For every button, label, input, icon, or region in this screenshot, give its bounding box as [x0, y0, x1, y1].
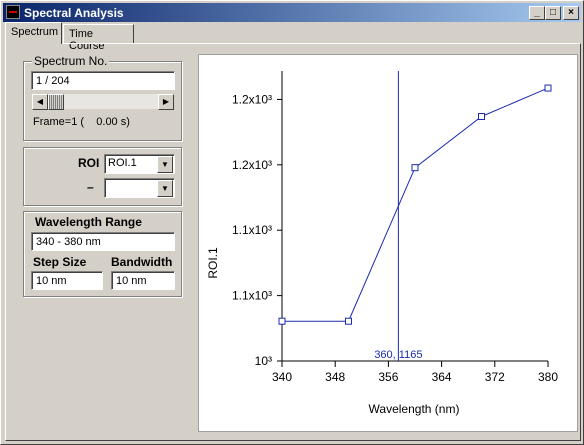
spectrum-series-line — [282, 87, 549, 322]
frame-label: Frame=1 ( 0.00 s) — [33, 116, 130, 128]
x-tick-label: 348 — [325, 370, 345, 384]
maximize-button[interactable]: □ — [545, 6, 561, 20]
minimize-button[interactable]: _ — [529, 6, 545, 20]
data-point-marker — [411, 164, 419, 172]
x-tick-label: 340 — [272, 370, 292, 384]
x-tick-label: 356 — [378, 370, 398, 384]
y-tick-label: 1.1x10³ — [232, 289, 272, 303]
roi-subtract-select[interactable]: ▼ — [104, 178, 175, 198]
spectrum-tab-panel — [5, 43, 581, 441]
spectrum-no-legend: Spectrum No. — [32, 54, 110, 68]
step-size-field[interactable]: 10 nm — [31, 271, 103, 290]
scroll-thumb[interactable] — [48, 94, 64, 110]
data-point-marker — [345, 317, 352, 325]
y-tick-label: 1.2x10³ — [232, 158, 272, 172]
data-point-marker — [478, 112, 485, 120]
spectrum-number-field[interactable]: 1 / 204 — [31, 71, 175, 90]
window-title: Spectral Analysis — [24, 6, 124, 20]
y-axis-label: ROI.1 — [206, 247, 220, 279]
spectrum-chart[interactable]: ROI.1 Wavelength (nm) 340 348 356 364 372 380… — [199, 55, 577, 431]
x-tick-label: 364 — [432, 370, 452, 384]
tab-time-course[interactable]: Time Course — [63, 24, 134, 52]
tab-spectrum[interactable]: Spectrum — [5, 22, 62, 44]
x-tick-label: 372 — [485, 370, 505, 384]
y-tick-label: 1.2x10³ — [232, 92, 272, 106]
data-point-marker — [278, 317, 286, 325]
x-axis-label: Wavelength (nm) — [369, 402, 460, 416]
x-tick-label: 380 — [538, 370, 558, 384]
wavelength-range-field[interactable]: 340 - 380 nm — [31, 232, 175, 251]
cursor-readout-label: 360, 1165 — [374, 349, 422, 361]
bandwidth-label: Bandwidth — [111, 255, 173, 269]
scroll-right-arrow-icon[interactable]: ▶ — [158, 94, 174, 110]
app-icon — [6, 5, 20, 19]
chevron-down-icon[interactable]: ▼ — [157, 180, 173, 197]
spectrum-scrollbar[interactable]: ◀ ▶ — [31, 93, 175, 110]
roi-select[interactable]: ROI.1 ▼ — [104, 154, 175, 174]
roi-label: ROI — [78, 156, 100, 170]
close-button[interactable]: × — [563, 6, 579, 20]
wavelength-range-label: Wavelength Range — [35, 215, 142, 229]
roi-group — [23, 147, 182, 206]
chevron-down-icon[interactable]: ▼ — [157, 156, 173, 173]
title-bar[interactable]: Spectral Analysis _ □ × — [3, 3, 581, 22]
roi-selected-value: ROI.1 — [108, 157, 137, 169]
scroll-left-arrow-icon[interactable]: ◀ — [32, 94, 48, 110]
y-tick-label: 10³ — [255, 354, 272, 368]
bandwidth-field[interactable]: 10 nm — [111, 271, 175, 290]
y-tick-label: 1.1x10³ — [232, 223, 272, 237]
spectrum-plot-area[interactable]: ROI.1 Wavelength (nm) 340 348 356 364 372 380… — [198, 54, 578, 432]
wavelength-group — [23, 211, 182, 297]
roi-subtract-label: – — [87, 180, 94, 194]
data-point-marker — [544, 84, 552, 92]
step-size-label: Step Size — [33, 255, 87, 269]
